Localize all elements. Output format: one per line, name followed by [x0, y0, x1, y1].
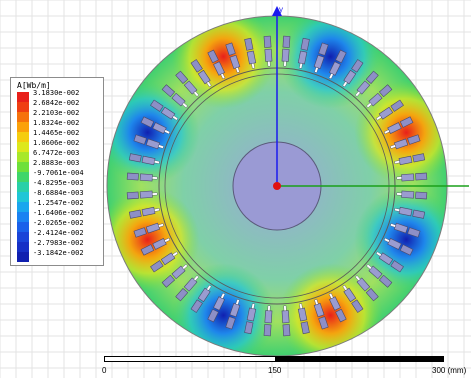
legend-value-label: 3.1830e-002: [33, 89, 80, 97]
legend-swatch: [17, 232, 29, 242]
legend-value-label: -4.8295e-003: [33, 179, 84, 187]
stator-slot: [140, 237, 171, 256]
stator-slot: [161, 84, 188, 109]
stator-slot: [190, 284, 212, 313]
stator-slot: [313, 42, 329, 74]
stator-slot: [383, 237, 414, 256]
y-axis-arrow: [272, 6, 282, 16]
legend-value-label: 2.2103e-002: [33, 109, 80, 117]
legend-value-label: -9.7061e-004: [33, 169, 84, 177]
legend-value-label: -2.4124e-002: [33, 229, 84, 237]
positive-flux-region: [171, 16, 276, 109]
stator-slot: [297, 37, 310, 69]
stator-slot: [394, 153, 426, 166]
origin-point: [273, 182, 281, 190]
negative-flux-region: [278, 16, 383, 109]
legend-title: A[Wb/m]: [17, 81, 51, 90]
stator-slot: [161, 263, 188, 288]
stator-slot: [244, 37, 257, 69]
stator-slot: [342, 284, 364, 313]
legend-swatch: [17, 182, 29, 192]
scale-label-150: 150: [268, 366, 282, 375]
legend-swatch: [17, 252, 29, 262]
stator-slot: [207, 292, 226, 323]
legend-value-label: 1.4465e-002: [33, 129, 80, 137]
stator-slot: [396, 190, 428, 200]
stator-slots: [126, 35, 428, 337]
stator-slot: [207, 49, 226, 80]
stator-slot: [375, 251, 404, 273]
stator-slot: [225, 42, 241, 74]
stator-slot: [126, 172, 158, 182]
legend-swatch: [17, 122, 29, 132]
legend-swatch: [17, 142, 29, 152]
legend-value-label: 2.8883e-003: [33, 159, 80, 167]
stator-slot: [396, 172, 428, 182]
legend-labels: 3.1830e-002 2.6842e-002 2.2103e-002 1.8324e…: [33, 88, 84, 258]
stator-slot: [263, 35, 273, 67]
stator-slot: [366, 84, 393, 109]
legend-swatch: [17, 172, 29, 182]
legend-value-label: -2.7983e-002: [33, 239, 84, 247]
legend-swatch: [17, 212, 29, 222]
stator-slot: [175, 70, 200, 97]
legend-value-label: -8.6884e-003: [33, 189, 84, 197]
stator-slot: [389, 222, 421, 238]
stator-slot: [244, 303, 257, 335]
legend-value-label: -3.1842e-002: [33, 249, 84, 257]
scale-label-300: 300 (mm): [432, 366, 467, 375]
stator-slot: [190, 59, 212, 88]
stator-slot: [328, 292, 347, 323]
legend-value-label: 1.8324e-002: [33, 119, 80, 127]
legend-value-label: -2.0265e-002: [33, 219, 84, 227]
stator-slot: [128, 206, 160, 219]
legend-swatch: [17, 242, 29, 252]
stator-slot: [263, 305, 273, 337]
stator-slot: [225, 298, 241, 330]
color-legend[interactable]: A[Wb/m] 3.1830e-002 2.6842e-002 2.2103e-00…: [10, 77, 104, 266]
legend-swatch: [17, 162, 29, 172]
stator-slot: [328, 49, 347, 80]
legend-swatch: [17, 202, 29, 212]
legend-swatch: [17, 92, 29, 102]
stator-slot: [140, 116, 171, 135]
stator-slot: [394, 206, 426, 219]
stator-slot: [383, 116, 414, 135]
stator-slot: [297, 303, 310, 335]
scale-bar-filled-segment: [275, 357, 444, 361]
stator-slot: [342, 59, 364, 88]
legend-value-label: 2.6842e-002: [33, 99, 80, 107]
legend-swatch: [17, 112, 29, 122]
stator-slot: [128, 153, 160, 166]
scale-label-0: 0: [102, 366, 107, 375]
legend-value-label: -1.6406e-002: [33, 209, 84, 217]
stator-slot: [150, 99, 179, 121]
stator-slot: [389, 134, 421, 150]
legend-color-bar: [17, 92, 29, 262]
legend-swatch: [17, 222, 29, 232]
stator-slot: [281, 35, 291, 67]
y-axis-label: y: [279, 5, 283, 14]
legend-value-label: 1.0606e-002: [33, 139, 80, 147]
stator-slot: [354, 275, 379, 302]
stator-slot: [281, 305, 291, 337]
legend-swatch: [17, 102, 29, 112]
legend-swatch: [17, 192, 29, 202]
stator-slot: [150, 251, 179, 273]
legend-swatch: [17, 152, 29, 162]
stator-slot: [375, 99, 404, 121]
stator-slot: [313, 298, 329, 330]
stator-slot: [133, 222, 165, 238]
stator-slot: [126, 190, 158, 200]
legend-value-label: -1.2547e-002: [33, 199, 84, 207]
legend-swatch: [17, 132, 29, 142]
stator-slot: [175, 275, 200, 302]
stator-slot: [366, 263, 393, 288]
scale-bar: [104, 356, 444, 362]
stator-slot: [354, 70, 379, 97]
stator-slot: [133, 134, 165, 150]
legend-value-label: 6.7472e-003: [33, 149, 80, 157]
